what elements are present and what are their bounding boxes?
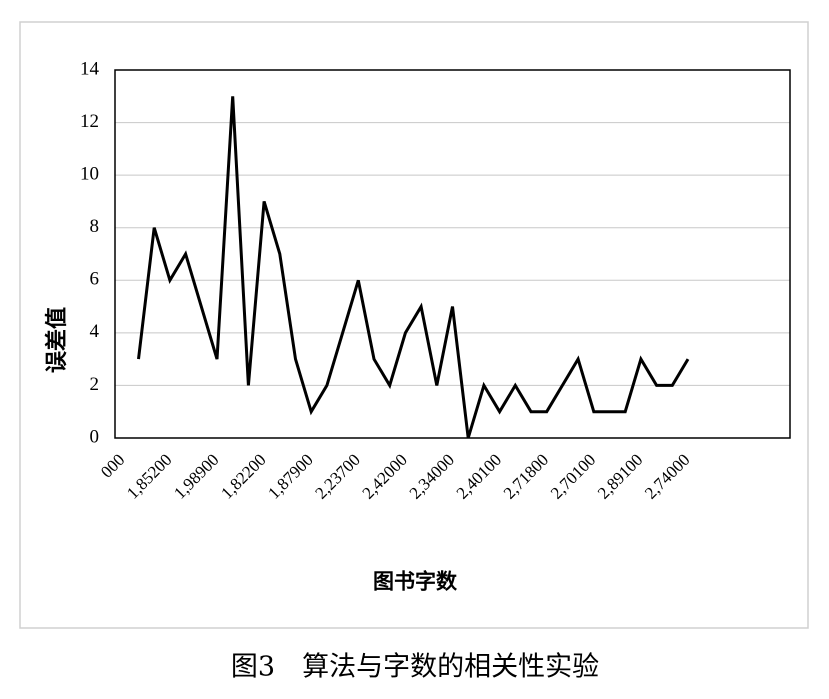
- y-tick-label: 2: [90, 374, 100, 395]
- y-tick-label: 4: [90, 321, 100, 342]
- x-tick-label: 2,40100: [453, 450, 506, 503]
- x-tick-label: 1,85200: [123, 450, 176, 503]
- x-tick-label: 1,82200: [217, 450, 270, 503]
- x-tick-label: 2,42000: [358, 450, 411, 503]
- y-tick-label: 12: [80, 111, 99, 132]
- x-tick-label: 2,74000: [641, 450, 694, 503]
- x-axis-title: 图书字数: [373, 569, 458, 594]
- chart-frame: [19, 21, 809, 629]
- y-axis-title: 误差值: [44, 307, 70, 373]
- x-tick-label: 2,70100: [547, 450, 600, 503]
- x-tick-label: 1,98900: [170, 450, 223, 503]
- x-tick-label: 2,89100: [594, 450, 647, 503]
- y-tick-label: 10: [80, 164, 99, 185]
- y-tick-label: 0: [90, 426, 100, 447]
- x-tick-label: 2,71800: [500, 450, 553, 503]
- x-tick-label: 1,87900: [264, 450, 317, 503]
- line: [137, 96, 690, 439]
- y-tick-label: 8: [90, 216, 100, 237]
- caption: 图3 算法与字数的相关性实验: [231, 652, 599, 683]
- y-tick-label: 14: [80, 58, 100, 79]
- x-tick-label: 2,23700: [311, 450, 364, 503]
- y-tick-label: 6: [90, 269, 100, 290]
- x-tick-label: 000: [97, 450, 128, 481]
- plot-border: [114, 69, 791, 439]
- x-tick-label: 2,34000: [406, 450, 459, 503]
